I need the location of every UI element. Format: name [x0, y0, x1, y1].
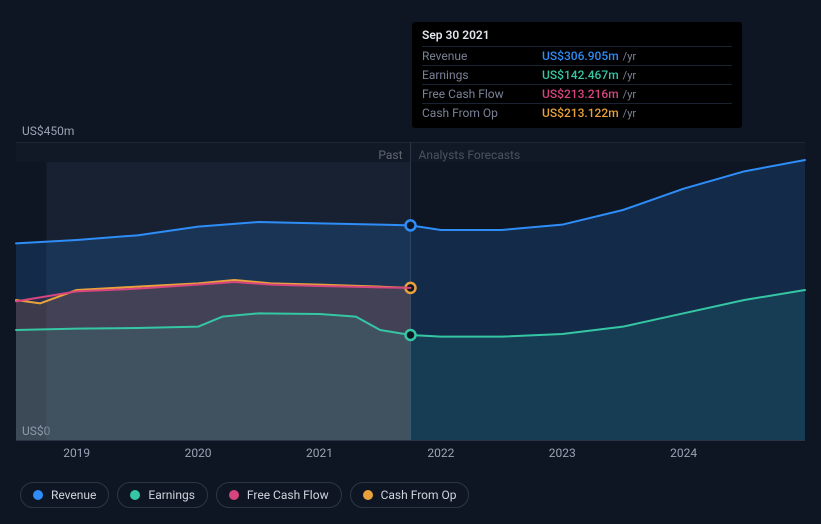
- tooltip-row: EarningsUS$142.467m/yr: [422, 65, 732, 84]
- legend-swatch: [229, 490, 239, 500]
- x-tick: 2021: [306, 446, 333, 460]
- tooltip-rows: RevenueUS$306.905m/yrEarningsUS$142.467m…: [422, 46, 732, 122]
- tooltip-row-label: Cash From Op: [422, 106, 542, 120]
- legend-swatch: [130, 490, 140, 500]
- legend-label: Cash From Op: [381, 488, 457, 502]
- tooltip-row: Cash From OpUS$213.122m/yr: [422, 103, 732, 122]
- tooltip-row-label: Earnings: [422, 68, 542, 82]
- legend-item-earnings[interactable]: Earnings: [117, 482, 208, 508]
- x-tick: 2022: [427, 446, 454, 460]
- tooltip-date: Sep 30 2021: [422, 28, 732, 42]
- tooltip-row: RevenueUS$306.905m/yr: [422, 46, 732, 65]
- tooltip-row-value: US$142.467m: [542, 68, 619, 82]
- chart-tooltip: Sep 30 2021 RevenueUS$306.905m/yrEarning…: [412, 22, 742, 128]
- tooltip-row-unit: /yr: [623, 88, 636, 101]
- legend-item-free-cash-flow[interactable]: Free Cash Flow: [216, 482, 342, 508]
- x-tick: 2020: [185, 446, 212, 460]
- legend-label: Free Cash Flow: [247, 488, 329, 502]
- tooltip-row-unit: /yr: [623, 107, 636, 120]
- x-tick: 2024: [670, 446, 697, 460]
- tooltip-row-value: US$213.216m: [542, 87, 619, 101]
- legend-swatch: [363, 490, 373, 500]
- legend-item-revenue[interactable]: Revenue: [20, 482, 109, 508]
- chart-legend: Revenue Earnings Free Cash Flow Cash From O…: [20, 482, 469, 508]
- legend-label: Revenue: [51, 488, 96, 502]
- tooltip-row-value: US$213.122m: [542, 106, 619, 120]
- x-tick: 2019: [63, 446, 90, 460]
- tooltip-row-unit: /yr: [623, 50, 636, 63]
- legend-label: Earnings: [148, 488, 195, 502]
- tooltip-row-value: US$306.905m: [542, 49, 619, 63]
- tooltip-row-unit: /yr: [623, 69, 636, 82]
- tooltip-row: Free Cash FlowUS$213.216m/yr: [422, 84, 732, 103]
- tooltip-row-label: Free Cash Flow: [422, 87, 542, 101]
- legend-item-cash-from-op[interactable]: Cash From Op: [350, 482, 470, 508]
- financial-chart: US$450m US$0 Past Analysts Forecasts 201…: [0, 0, 821, 524]
- tooltip-row-label: Revenue: [422, 49, 542, 63]
- legend-swatch: [33, 490, 43, 500]
- x-tick: 2023: [549, 446, 576, 460]
